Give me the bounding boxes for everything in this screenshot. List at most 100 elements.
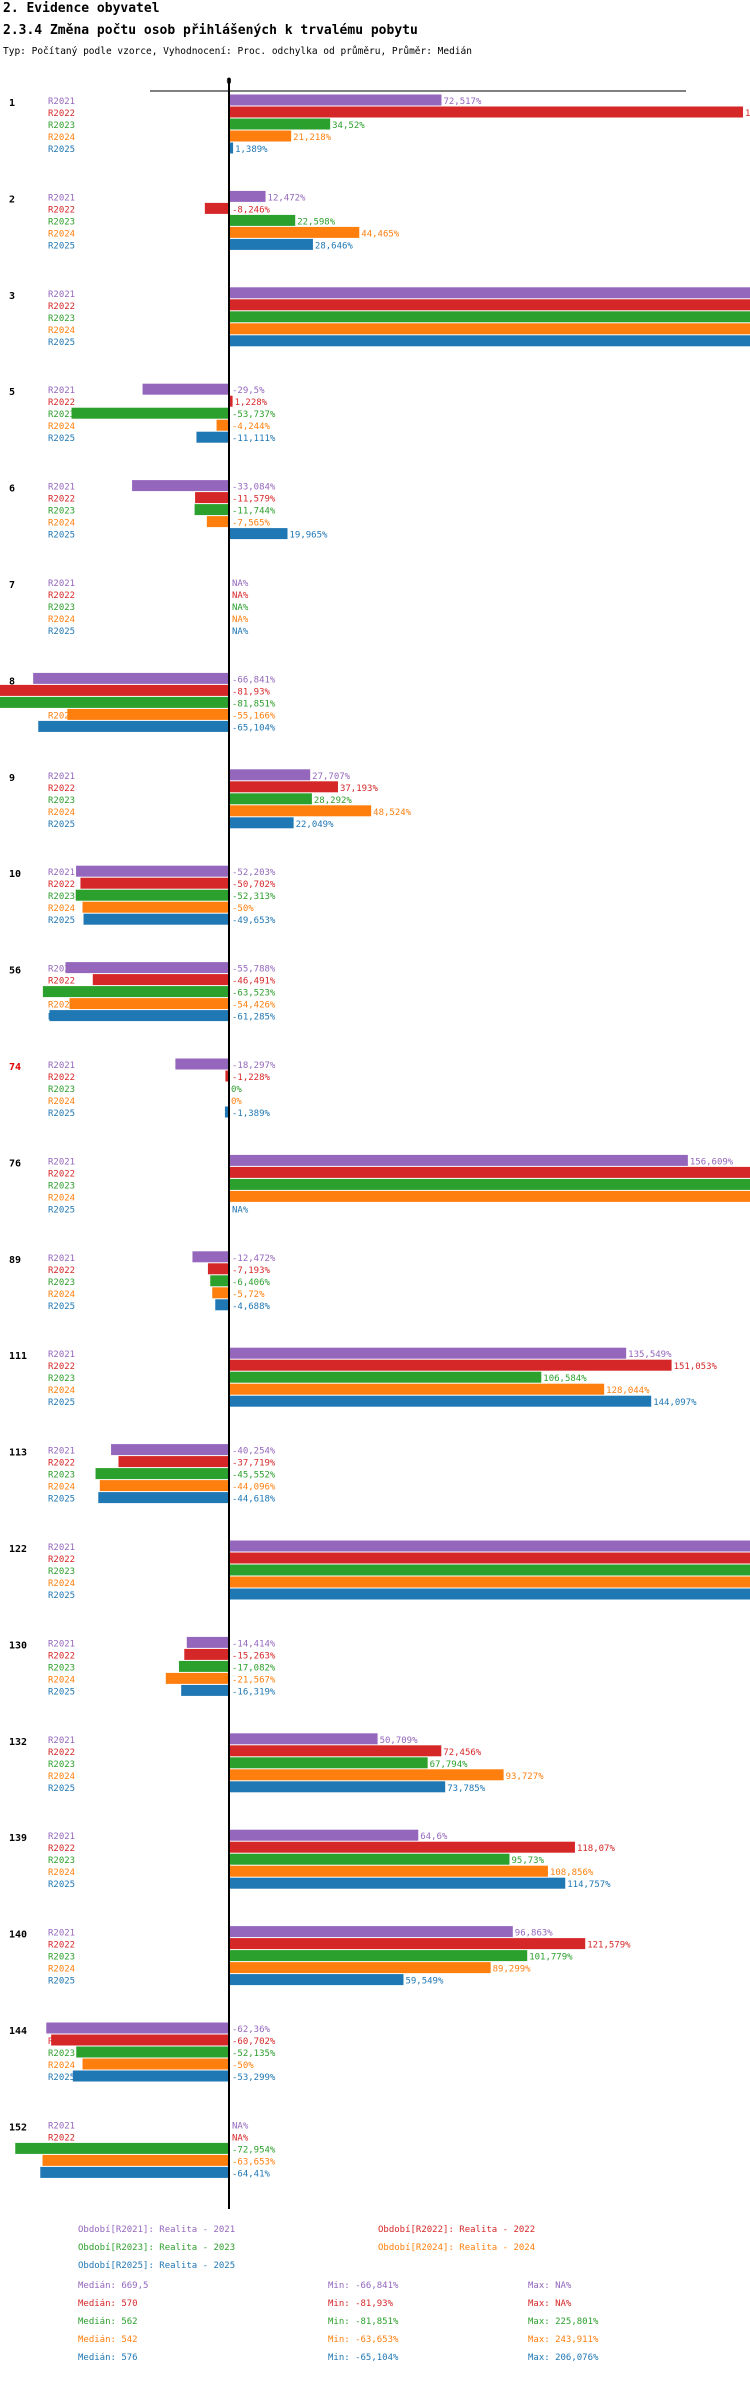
bar-139-R2022 [229, 1841, 575, 1853]
value-label-6-R2024: -7,565% [232, 519, 271, 529]
value-label-130-R2024: -21,567% [232, 1675, 276, 1685]
value-label-144-R2022: -60,702% [232, 2037, 276, 2047]
series-label-R2025: R2025 [48, 338, 75, 348]
value-label-1-R2021: 72,517% [443, 97, 482, 107]
series-label-R2024: R2024 [48, 1868, 75, 1878]
bar-113-R2022 [118, 1456, 229, 1468]
series-label-R2024: R2024 [48, 422, 75, 432]
bar-8-R2022 [0, 684, 230, 696]
bar-2-R2022 [204, 202, 229, 214]
group-label-89: 89 [9, 1255, 21, 1266]
series-label-R2022: R2022 [48, 205, 75, 215]
value-label-76-R2025: NA% [232, 1205, 249, 1215]
bar-130-R2025 [181, 1684, 229, 1696]
group-label-132: 132 [9, 1737, 27, 1748]
stat-max-R2023: Max: 225,801% [528, 2317, 599, 2327]
bar-8-R2023 [0, 696, 229, 708]
stat-median-R2023: Medián: 562 [78, 2317, 138, 2327]
bar-89-R2025 [215, 1299, 229, 1311]
value-label-130-R2025: -16,319% [232, 1687, 276, 1697]
bar-2-R2021 [229, 190, 266, 202]
series-label-R2022: R2022 [48, 1651, 75, 1661]
group-label-8: 8 [9, 676, 15, 687]
value-label-1-R2022: 175,439% [745, 109, 750, 119]
bar-10-R2024 [82, 901, 229, 913]
value-label-8-R2023: -81,851% [232, 699, 276, 709]
series-label-R2023: R2023 [48, 314, 75, 324]
series-label-R2025: R2025 [48, 820, 75, 830]
group-label-144: 144 [9, 2026, 27, 2037]
bar-139-R2024 [229, 1865, 548, 1877]
series-label-R2021: R2021 [48, 1543, 75, 1553]
group-label-130: 130 [9, 1640, 27, 1651]
value-label-8-R2022: -81,93% [232, 687, 271, 697]
bar-144-R2021 [46, 2022, 229, 2034]
bar-89-R2021 [192, 1251, 229, 1263]
value-label-9-R2021: 27,707% [312, 772, 351, 782]
series-label-R2021: R2021 [48, 97, 75, 107]
value-label-152-R2025: -64,41% [232, 2169, 271, 2179]
bar-56-R2021 [65, 962, 229, 974]
value-label-56-R2021: -55,788% [232, 965, 276, 975]
stat-median-R2024: Medián: 542 [78, 2335, 138, 2345]
bar-111-R2021 [229, 1347, 627, 1359]
value-label-152-R2024: -63,653% [232, 2157, 276, 2167]
series-label-R2021: R2021 [48, 483, 75, 493]
bar-122-R2024 [229, 1576, 750, 1588]
bar-5-R2021 [142, 383, 229, 395]
value-label-2-R2023: 22,598% [297, 217, 336, 227]
group-label-5: 5 [9, 387, 15, 398]
bar-139-R2023 [229, 1853, 510, 1865]
series-label-R2025: R2025 [48, 1205, 75, 1215]
value-label-144-R2023: -52,135% [232, 2049, 276, 2059]
series-label-R2024: R2024 [48, 1097, 75, 1107]
series-label-R2023: R2023 [48, 1278, 75, 1288]
series-label-R2024: R2024 [48, 519, 75, 529]
group-label-122: 122 [9, 1544, 27, 1555]
group-label-9: 9 [9, 773, 15, 784]
bar-2-R2025 [229, 238, 313, 250]
series-label-R2025: R2025 [48, 531, 75, 541]
bar-140-R2023 [229, 1950, 528, 1962]
bar-74-R2021 [175, 1058, 229, 1070]
value-label-74-R2022: -1,228% [232, 1073, 271, 1083]
series-label-R2025: R2025 [48, 1302, 75, 1312]
series-label-R2021: R2021 [48, 965, 75, 975]
bar-132-R2024 [229, 1769, 504, 1781]
series-label-R2023: R2023 [48, 1085, 75, 1095]
value-label-5-R2024: -4,244% [232, 422, 271, 432]
series-label-R2024: R2024 [48, 1965, 75, 1975]
value-label-2-R2022: -8,246% [232, 205, 271, 215]
value-label-139-R2024: 108,856% [550, 1868, 594, 1878]
bar-140-R2021 [229, 1926, 513, 1938]
bar-76-R2023 [229, 1178, 750, 1190]
series-label-R2021: R2021 [48, 772, 75, 782]
series-label-R2025: R2025 [48, 145, 75, 155]
stat-min-R2024: Min: -63,653% [328, 2335, 399, 2345]
series-label-R2024: R2024 [48, 904, 75, 914]
chart-title: 2.3.4 Změna počtu osob přihlášených k tr… [3, 23, 418, 38]
series-label-R2023: R2023 [48, 796, 75, 806]
bar-139-R2025 [229, 1877, 566, 1889]
series-label-R2024: R2024 [48, 1386, 75, 1396]
bar-111-R2024 [229, 1383, 605, 1395]
group-label-140: 140 [9, 1930, 27, 1941]
value-label-139-R2023: 95,73% [511, 1856, 544, 1866]
series-label-R2025: R2025 [48, 1591, 75, 1601]
series-label-R2024: R2024 [48, 1675, 75, 1685]
bar-89-R2023 [210, 1275, 229, 1287]
value-label-113-R2022: -37,719% [232, 1459, 276, 1469]
stat-max-R2024: Max: 243,911% [528, 2335, 599, 2345]
series-label-R2022: R2022 [48, 880, 75, 890]
value-label-9-R2024: 48,524% [373, 808, 412, 818]
stat-median-R2022: Medián: 570 [78, 2299, 138, 2309]
bar-56-R2025 [49, 1010, 229, 1022]
value-label-132-R2022: 72,456% [443, 1748, 482, 1758]
series-label-R2023: R2023 [48, 507, 75, 517]
bar-144-R2025 [72, 2070, 230, 2082]
legend-entry-R2025: Období[R2025]: Realita - 2025 [78, 2261, 235, 2271]
value-label-1-R2024: 21,218% [293, 133, 332, 143]
bar-9-R2024 [229, 805, 372, 817]
series-label-R2025: R2025 [48, 627, 75, 637]
value-label-152-R2022: NA% [232, 2133, 249, 2143]
